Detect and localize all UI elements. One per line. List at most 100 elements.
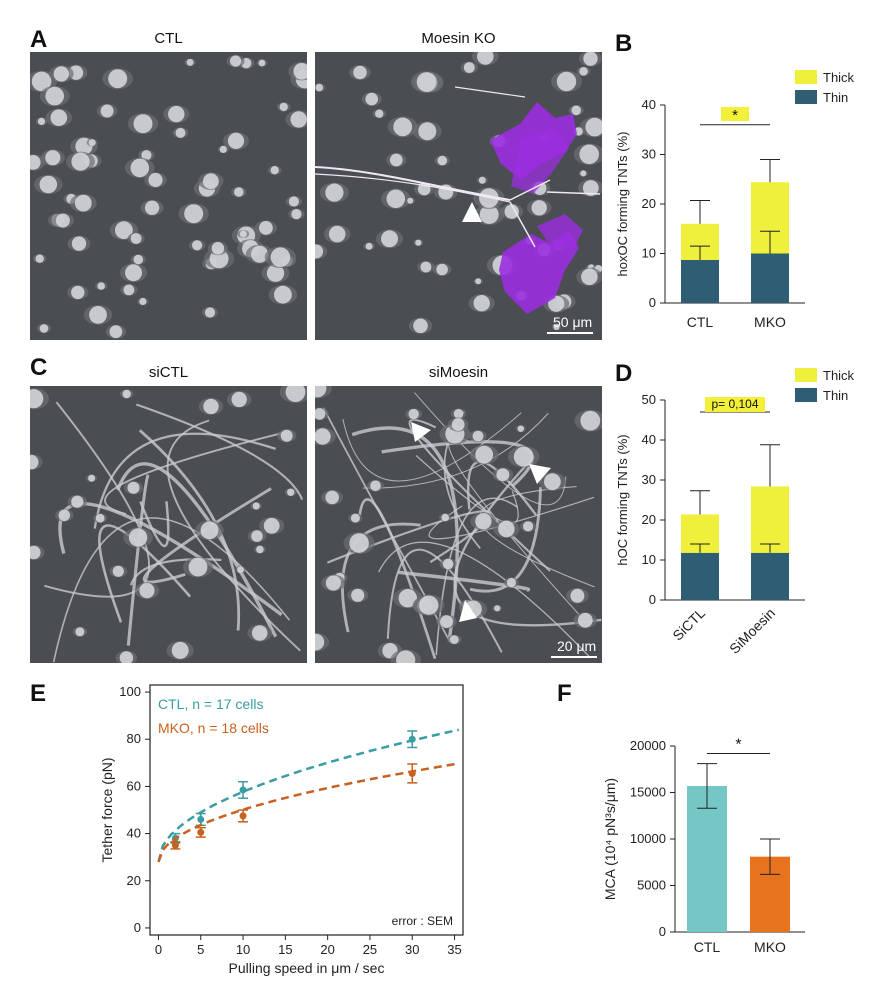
cell-body bbox=[71, 495, 84, 508]
cell-body bbox=[287, 488, 295, 496]
cell-body bbox=[413, 318, 428, 334]
cell-body bbox=[234, 187, 244, 197]
y-axis-label: MCA (10⁴ pN³s/μm) bbox=[602, 778, 618, 900]
plot-frame bbox=[149, 684, 464, 936]
cell-body bbox=[472, 430, 484, 442]
cell-body bbox=[293, 62, 307, 80]
cell-body bbox=[290, 111, 307, 128]
scale-label-c: 20 μm bbox=[557, 638, 597, 654]
y-tick-label: 0 bbox=[649, 592, 656, 607]
legend-swatch-thin bbox=[795, 90, 817, 104]
legend-label-thick: Thick bbox=[823, 368, 855, 383]
cell-body bbox=[139, 297, 147, 306]
bar-thick bbox=[751, 486, 789, 553]
y-tick-label: 20000 bbox=[630, 738, 666, 753]
cell-body bbox=[203, 173, 219, 190]
scale-bar bbox=[547, 332, 593, 334]
x-tick-label: 35 bbox=[447, 942, 461, 957]
cell-body bbox=[55, 213, 70, 228]
cell-body bbox=[274, 285, 292, 304]
cell-texture bbox=[315, 386, 602, 663]
legend-swatch-thick bbox=[795, 70, 817, 84]
legend-label-thin: Thin bbox=[823, 388, 848, 403]
cell-body bbox=[473, 295, 490, 312]
cell-body bbox=[408, 408, 419, 420]
cell-body bbox=[475, 445, 494, 464]
cell-body bbox=[381, 230, 398, 248]
cell-body bbox=[112, 565, 124, 577]
panel-letter-e: E bbox=[30, 680, 47, 707]
cell-body bbox=[494, 605, 501, 612]
cell-body bbox=[463, 62, 475, 73]
cell-body bbox=[58, 509, 71, 522]
cell-body bbox=[285, 386, 306, 402]
cell-body bbox=[570, 588, 585, 603]
bar-thin bbox=[751, 253, 789, 303]
cell-body bbox=[389, 153, 403, 167]
cell-body bbox=[252, 502, 260, 510]
cell-body bbox=[188, 557, 208, 577]
fiber bbox=[453, 455, 602, 627]
y-tick-label: 0 bbox=[659, 924, 666, 939]
cell-body bbox=[211, 242, 225, 255]
cell-body bbox=[407, 197, 414, 204]
panel-letter-a: A bbox=[30, 26, 48, 53]
cell-body bbox=[204, 307, 216, 318]
cell-body bbox=[449, 635, 459, 644]
significance-pvalue: p= 0,104 bbox=[711, 397, 758, 411]
fiber bbox=[142, 487, 272, 584]
x-tick-label: 30 bbox=[405, 942, 419, 957]
cell-body bbox=[119, 651, 134, 663]
cell-body bbox=[128, 528, 148, 547]
cell-body bbox=[258, 59, 266, 67]
cell-body bbox=[171, 641, 189, 659]
y-tick-label: 100 bbox=[119, 684, 141, 699]
fiber bbox=[93, 432, 277, 529]
cell-body bbox=[175, 127, 186, 138]
data-point bbox=[408, 769, 416, 777]
y-tick-label: 5000 bbox=[637, 878, 666, 893]
cell-body bbox=[231, 391, 247, 408]
arrowhead-marker bbox=[462, 202, 482, 222]
cell-body bbox=[579, 67, 588, 76]
cell-body bbox=[133, 114, 153, 134]
bar-thin bbox=[751, 552, 789, 600]
cell-body bbox=[53, 66, 69, 82]
y-tick-label: 0 bbox=[649, 295, 656, 310]
x-tick-label: MKO bbox=[754, 939, 786, 955]
fit-line-mko bbox=[157, 762, 460, 863]
cell-body bbox=[350, 513, 360, 523]
y-axis-label: Tether force (pN) bbox=[99, 757, 115, 862]
cell-body bbox=[288, 196, 299, 207]
cell-body bbox=[475, 513, 492, 530]
fiber bbox=[44, 401, 151, 598]
y-tick-label: 40 bbox=[642, 97, 656, 112]
legend-label-thin: Thin bbox=[823, 90, 848, 105]
sem-image-ctl bbox=[30, 52, 307, 340]
cell-body bbox=[513, 446, 534, 467]
cell-body bbox=[108, 69, 128, 89]
cell-body bbox=[517, 425, 524, 432]
cell-body bbox=[419, 595, 439, 615]
arrowhead-marker bbox=[459, 600, 477, 622]
cell-body bbox=[203, 398, 219, 415]
cell-body bbox=[583, 52, 598, 66]
cell-body bbox=[393, 117, 413, 137]
fiber bbox=[104, 431, 284, 516]
cell-body bbox=[506, 577, 516, 588]
cell-body bbox=[200, 521, 219, 540]
fiber bbox=[116, 462, 278, 638]
cell-body bbox=[577, 612, 593, 628]
cell-body bbox=[291, 209, 302, 220]
cell-body bbox=[130, 158, 150, 178]
cell-body bbox=[251, 625, 268, 641]
sem-image-moesin-ko: 50 μm bbox=[315, 52, 602, 340]
cell-body bbox=[256, 545, 264, 554]
cell-body bbox=[349, 533, 369, 553]
pseudocolored-cells bbox=[490, 102, 583, 314]
x-tick-label: 20 bbox=[320, 942, 334, 957]
data-point bbox=[239, 786, 247, 794]
cell-body bbox=[123, 284, 135, 296]
y-tick-label: 50 bbox=[642, 392, 656, 407]
cell-body bbox=[30, 545, 41, 560]
